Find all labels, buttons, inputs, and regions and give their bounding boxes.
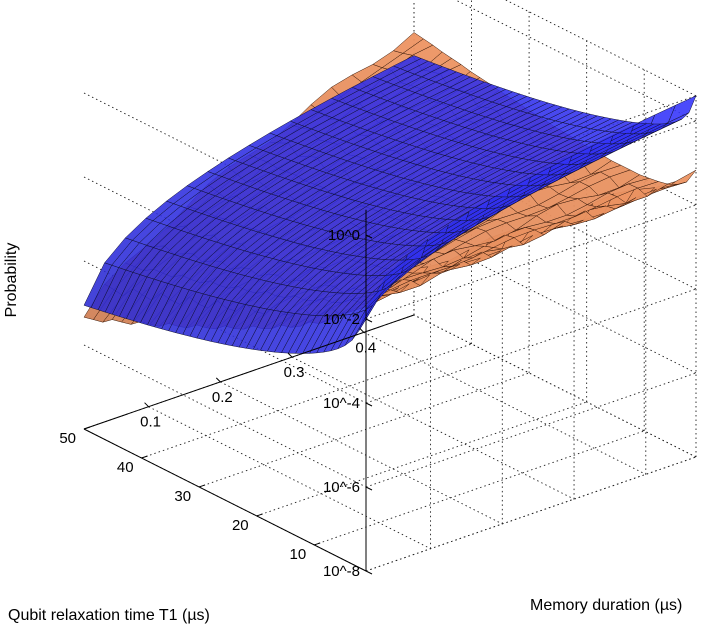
x-gridline	[198, 372, 530, 488]
z-tick	[365, 570, 373, 575]
z-tick-label: 10^0	[328, 227, 360, 244]
x-tick-label: 40	[117, 459, 134, 476]
z-gridline	[365, 456, 697, 572]
tick-labels: 10^-8 10^-6 10^-4 10^-2 10^0 10 20 30 40 50 0.1 0.2…	[59, 227, 376, 580]
z-gridline	[365, 372, 697, 488]
y-gridline	[291, 356, 575, 500]
x-tick	[198, 484, 206, 488]
x-tick	[256, 513, 263, 517]
x-gridline	[314, 430, 645, 546]
x-axis-label: Qubit relaxation time T1 (µs)	[8, 607, 210, 624]
y-tick	[287, 352, 293, 358]
box-edge	[504, 0, 697, 97]
x-tick-label: 50	[59, 430, 76, 447]
z-tick	[365, 402, 373, 407]
x-gridline	[141, 343, 472, 459]
x-tick	[314, 542, 321, 546]
z-gridline	[454, 0, 697, 122]
blue-surface-face	[83, 262, 113, 308]
y-gridline	[220, 381, 503, 525]
z-gridline	[413, 230, 697, 374]
z-tick-label: 10^-8	[323, 563, 360, 580]
y-tick-label: 0.3	[284, 364, 305, 381]
y-gridline	[363, 331, 646, 475]
z-axis-label: Probability	[3, 243, 20, 318]
y-gridline	[148, 406, 431, 550]
y-axis-label: Memory duration (µs)	[530, 597, 682, 614]
x-tick-label: 30	[174, 488, 191, 505]
x-gridline	[256, 401, 587, 517]
y-tick	[215, 377, 221, 383]
box-edge	[365, 456, 697, 572]
x-tick	[141, 455, 148, 459]
z-gridline	[83, 344, 367, 488]
y-tick-label: 0.1	[140, 414, 161, 431]
z-tick-label: 10^-4	[323, 395, 360, 412]
x-tick-label: 10	[290, 546, 307, 563]
z-gridline	[365, 288, 697, 404]
y-tick-label: 0.2	[212, 389, 233, 406]
x-tick	[83, 426, 91, 430]
z-tick	[365, 234, 373, 239]
y-tick-label: 0.4	[355, 339, 376, 356]
z-tick-label: 10^-6	[323, 479, 360, 496]
axes	[83, 209, 415, 572]
y-tick	[359, 327, 365, 333]
x-axis-line	[83, 428, 367, 572]
box-edge	[413, 314, 697, 458]
z-tick-label: 10^-2	[323, 311, 360, 328]
x-tick-label: 20	[232, 517, 249, 534]
y-tick	[144, 402, 149, 408]
z-tick	[365, 486, 373, 491]
z-tick	[365, 318, 373, 323]
y-axis-line	[83, 314, 415, 430]
